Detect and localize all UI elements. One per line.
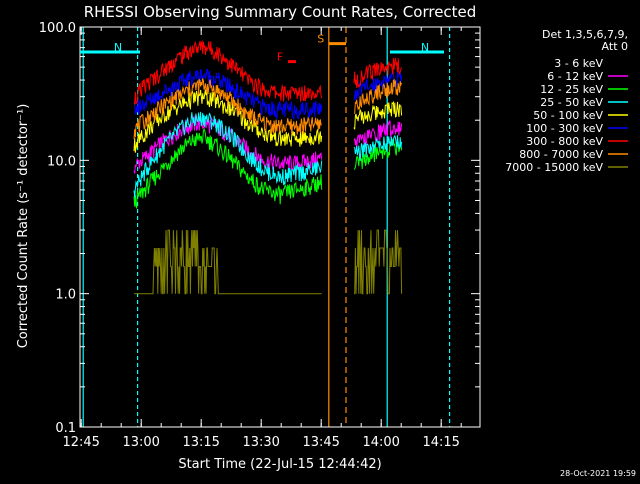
x-tick-label: 13:30 <box>242 435 279 450</box>
y-tick-label: 0.1 <box>55 421 76 436</box>
series-line-segment <box>353 120 403 150</box>
legend-label: 6 - 12 keV <box>547 70 603 83</box>
series-line-segment <box>134 229 322 295</box>
axes <box>79 26 481 428</box>
chart-title: RHESSI Observing Summary Count Rates, Co… <box>84 3 477 21</box>
series-5 <box>133 68 403 121</box>
x-tick-label: 14:00 <box>362 435 399 450</box>
timestamp-label: 28-Oct-2021 19:59 <box>560 469 636 478</box>
series-line-segment <box>353 100 403 130</box>
series-line-segment <box>353 70 403 101</box>
annotation-label-night: N <box>421 41 429 54</box>
series-line-segment <box>133 111 323 198</box>
tick-marks: 12:45 13:00 13:15 13:30 13:45 14:00 14:15 100.0… <box>39 21 480 450</box>
legend-label: 25 - 50 keV <box>540 96 603 109</box>
y-axis-label: Corrected Count Rate (s⁻¹ detector⁻¹) <box>16 104 31 349</box>
series-line-segment <box>133 127 323 209</box>
legend-label: 300 - 800 keV <box>526 135 603 148</box>
y-tick-label: 10.0 <box>47 154 76 169</box>
series-line-segment <box>353 78 403 115</box>
series-line-segment <box>354 229 403 295</box>
series-line-segment <box>353 134 403 161</box>
series-line-segment <box>133 78 323 140</box>
annotations: N N F S <box>80 33 444 64</box>
x-tick-label: 13:15 <box>182 435 219 450</box>
annotation-label-night: N <box>114 41 122 54</box>
plot-frame <box>79 26 481 428</box>
series-3 <box>133 111 403 198</box>
legend-label: 7000 - 15000 keV <box>505 161 603 174</box>
legend-label: 3 - 6 keV <box>554 57 603 70</box>
series-lines <box>133 39 403 295</box>
series-line-segment <box>133 39 323 106</box>
series-line-segment <box>353 57 403 88</box>
x-tick-label: 12:45 <box>62 435 99 450</box>
x-axis-label: Start Time (22-Jul-15 12:44:42) <box>178 457 381 472</box>
series-6 <box>133 39 403 106</box>
series-line-segment <box>133 68 323 121</box>
legend-header: Att 0 <box>602 40 628 53</box>
series-7 <box>133 78 403 140</box>
legend-label: 12 - 25 keV <box>540 83 603 96</box>
x-tick-label: 14:15 <box>422 435 459 450</box>
x-tick-label: 13:45 <box>302 435 339 450</box>
y-tick-label: 1.0 <box>55 288 76 303</box>
series-8 <box>134 229 403 295</box>
legend-header: Det 1,3,5,6,7,9, <box>542 28 628 41</box>
legend-label: 50 - 100 keV <box>533 109 603 122</box>
legend-label: 100 - 300 keV <box>526 122 603 135</box>
annotation-label-flare: F <box>277 51 283 64</box>
y-tick-label: 100.0 <box>39 21 76 36</box>
x-tick-label: 13:00 <box>122 435 159 450</box>
annotation-label-SAA: S <box>317 33 324 46</box>
legend-label: 800 - 7000 keV <box>519 148 603 161</box>
